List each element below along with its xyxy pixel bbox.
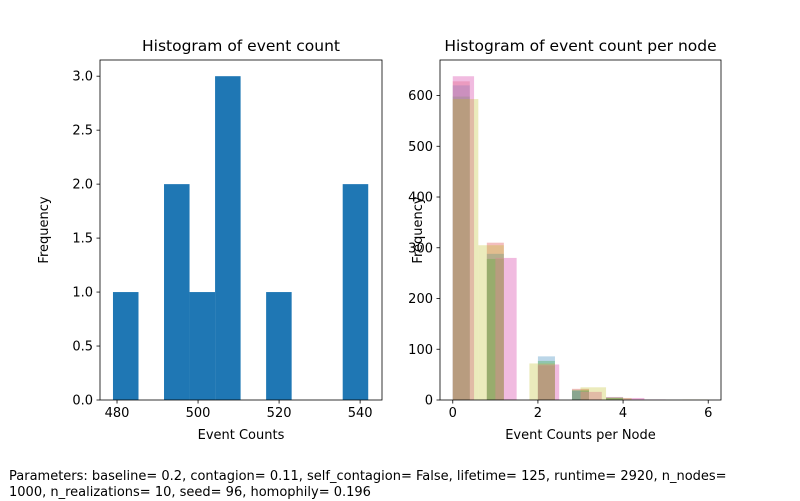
left-title: Histogram of event count	[142, 37, 340, 55]
right-bar-s2-b4	[606, 397, 624, 400]
left-xlabel: Event Counts	[198, 428, 285, 443]
right-xtick-label-3: 6	[704, 406, 712, 421]
right-xtick-label-0: 0	[449, 406, 457, 421]
right-bar-s4-b3	[580, 387, 607, 400]
left-bar-s0-b3	[215, 76, 241, 400]
right-bar-s2-b3	[571, 389, 590, 400]
left-ylabel: Frequency	[37, 196, 52, 263]
right-bar-s0-b4	[606, 396, 624, 400]
left-bar-s0-b2	[189, 292, 216, 400]
left-ytick-label-1: 0.5	[72, 340, 93, 355]
left-bar-s0-b5	[342, 184, 369, 400]
right-bar-s3-b2	[537, 364, 560, 400]
left-bar-s0-b0	[112, 292, 139, 400]
right-ylabel: Frequency	[411, 196, 426, 263]
left-ytick-label-0: 0.0	[72, 394, 93, 409]
left-xtick-label-2: 520	[267, 406, 292, 421]
right-bar-s3-b3	[580, 391, 602, 400]
right-xtick-label-2: 4	[619, 406, 627, 421]
left-ytick-label-6: 3.0	[72, 70, 93, 85]
right-bar-s4-b2	[529, 363, 555, 400]
right-ytick-label-5: 500	[408, 140, 433, 155]
right-bar-s3-b1	[495, 257, 517, 400]
right-ytick-label-2: 200	[408, 292, 433, 307]
right-ytick-label-3: 300	[408, 241, 433, 256]
right-ytick-label-1: 100	[408, 343, 433, 358]
right-xtick-label-1: 2	[534, 406, 542, 421]
event-count-per-node-histogram: 0 2 4 6 0 100 200 300 400 500 600 Histogram of even…	[408, 37, 722, 443]
parameters-caption: Parameters: baseline= 0.2, contagion= 0.…	[9, 469, 727, 500]
event-count-histogram: 480 500 520 540 0.0 0.5 1.0 1.5 2.0 2.5 3.0 Histogr…	[37, 37, 383, 443]
right-bar-s4-b4	[606, 397, 632, 400]
right-bar-s1-b3	[571, 390, 590, 400]
right-bar-s4-b0	[452, 99, 479, 400]
right-axes-frame	[439, 59, 722, 401]
left-bar-s0-b4	[266, 292, 292, 400]
left-axes-frame	[99, 59, 383, 401]
right-bar-s1-b4	[606, 397, 624, 400]
left-xtick-label-0: 480	[105, 406, 130, 421]
left-xtick-label-3: 540	[348, 406, 373, 421]
right-bar-s3-b4	[623, 397, 645, 400]
right-title: Histogram of event count per node	[444, 37, 716, 55]
right-ytick-label-0: 0	[425, 394, 433, 409]
left-ytick-label-2: 1.0	[72, 286, 93, 301]
left-ytick-label-5: 2.5	[72, 124, 93, 139]
right-bar-s0-b3	[571, 388, 590, 400]
right-bar-s3-b0	[452, 76, 475, 401]
left-ytick-label-3: 1.5	[72, 232, 93, 247]
right-bar-s4-b1	[478, 245, 504, 400]
right-ytick-label-4: 400	[408, 191, 433, 206]
left-xtick-label-1: 500	[186, 406, 211, 421]
left-bar-s0-b1	[164, 184, 190, 400]
right-ytick-label-6: 600	[408, 89, 433, 104]
right-xlabel: Event Counts per Node	[505, 428, 656, 443]
left-ytick-label-4: 2.0	[72, 178, 93, 193]
